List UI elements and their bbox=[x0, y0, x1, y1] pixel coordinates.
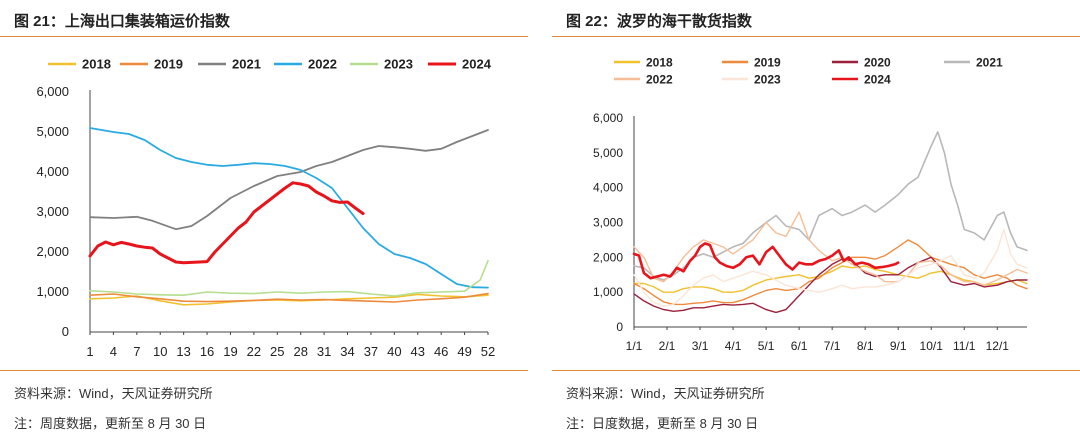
chart-panel-baltic-dry: 图 22：波罗的海干散货指数 0 1,000 2,000 3,000 4,000 5,00… bbox=[552, 0, 1080, 437]
series-line-2019 bbox=[89, 292, 489, 303]
series-line-2019 bbox=[633, 239, 1028, 306]
x-tick-label: 46 bbox=[434, 344, 448, 359]
legend-label-2021: 2021 bbox=[976, 56, 1003, 70]
legend-label-2024: 2024 bbox=[462, 57, 492, 72]
x-tick-label: 49 bbox=[457, 344, 471, 359]
series-line-2022 bbox=[89, 127, 489, 289]
x-tick-label: 11/1 bbox=[953, 339, 976, 353]
y-tick-label: 6,000 bbox=[36, 84, 69, 99]
x-tick-label: 16 bbox=[200, 344, 214, 359]
y-tick-label: 3,000 bbox=[593, 216, 623, 230]
baltic-dry-chart: 0 1,000 2,000 3,000 4,000 5,000 6,000 1/1 2/1 3/1… bbox=[593, 56, 1028, 353]
y-tick-label: 6,000 bbox=[593, 111, 623, 125]
x-tick-label: 43 bbox=[411, 344, 425, 359]
chart-title: 图 22：波罗的海干散货指数 bbox=[566, 13, 752, 30]
y-tick-label: 4,000 bbox=[593, 181, 623, 195]
series-line-2018 bbox=[633, 265, 1028, 293]
chart-panel-container-freight: 图 21：上海出口集装箱运价指数 0 1,000 2,000 3,000 4,000 5,… bbox=[0, 0, 528, 437]
x-tick-label: 19 bbox=[223, 344, 237, 359]
x-tick-label: 28 bbox=[293, 344, 307, 359]
y-tick-label: 4,000 bbox=[36, 164, 69, 179]
legend-label-2019: 2019 bbox=[154, 57, 183, 72]
x-tick-label: 4/1 bbox=[725, 339, 742, 353]
series-line-2023 bbox=[89, 260, 489, 297]
x-tick-label: 5/1 bbox=[758, 339, 775, 353]
source-divider bbox=[0, 370, 528, 371]
source-divider bbox=[552, 370, 1080, 371]
chart-title: 图 21：上海出口集装箱运价指数 bbox=[14, 13, 230, 30]
x-tick-label: 52 bbox=[481, 344, 495, 359]
y-tick-label: 0 bbox=[616, 320, 623, 334]
title-divider bbox=[0, 36, 528, 37]
y-tick-label: 1,000 bbox=[593, 285, 623, 299]
x-tick-label: 12/1 bbox=[986, 339, 1010, 353]
x-tick-label: 31 bbox=[317, 344, 331, 359]
y-tick-label: 1,000 bbox=[36, 284, 69, 299]
container-freight-chart: 0 1,000 2,000 3,000 4,000 5,000 6,000 1 4 7 10 13 16… bbox=[36, 57, 495, 360]
x-tick-label: 10 bbox=[153, 344, 167, 359]
x-tick-label: 7 bbox=[133, 344, 140, 359]
x-tick-label: 7/1 bbox=[824, 339, 841, 353]
title-divider bbox=[552, 36, 1080, 37]
source-text: 资料来源：Wind，天风证券研究所 bbox=[14, 386, 213, 401]
x-tick-label: 8/1 bbox=[857, 339, 874, 353]
legend-label-2023: 2023 bbox=[384, 57, 413, 72]
x-tick-label: 4 bbox=[110, 344, 117, 359]
x-tick-label: 3/1 bbox=[692, 339, 709, 353]
legend-label-2018: 2018 bbox=[646, 56, 673, 70]
legend-label-2022: 2022 bbox=[308, 57, 337, 72]
y-tick-label: 3,000 bbox=[36, 204, 69, 219]
legend-label-2023: 2023 bbox=[754, 73, 781, 87]
legend-label-2018: 2018 bbox=[82, 57, 111, 72]
legend-label-2021: 2021 bbox=[232, 57, 261, 72]
series-line-2023 bbox=[633, 228, 1028, 307]
series-line-2021 bbox=[633, 131, 1028, 281]
series-line-2024 bbox=[632, 242, 900, 280]
y-tick-label: 2,000 bbox=[36, 244, 69, 259]
source-text: 资料来源：Wind，天风证券研究所 bbox=[566, 386, 765, 401]
x-tick-label: 10/1 bbox=[920, 339, 944, 353]
x-tick-label: 13 bbox=[176, 344, 190, 359]
x-tick-label: 25 bbox=[270, 344, 284, 359]
note-text: 注：日度数据，更新至 8 月 30 日 bbox=[566, 416, 759, 431]
series-line-2020 bbox=[633, 256, 1028, 314]
legend-label-2024: 2024 bbox=[864, 73, 891, 87]
x-tick-label: 9/1 bbox=[890, 339, 907, 353]
x-tick-label: 22 bbox=[247, 344, 261, 359]
x-tick-label: 6/1 bbox=[791, 339, 808, 353]
x-tick-label: 34 bbox=[340, 344, 354, 359]
legend-label-2019: 2019 bbox=[754, 56, 781, 70]
y-tick-label: 0 bbox=[62, 324, 69, 339]
x-tick-label: 1/1 bbox=[626, 339, 643, 353]
series-line-2022 bbox=[633, 211, 1028, 286]
x-tick-label: 2/1 bbox=[659, 339, 676, 353]
series-line-2024 bbox=[88, 181, 365, 265]
y-tick-label: 5,000 bbox=[36, 124, 69, 139]
y-tick-label: 2,000 bbox=[593, 250, 623, 264]
series-line-2021 bbox=[89, 129, 489, 231]
x-tick-label: 40 bbox=[387, 344, 401, 359]
y-tick-label: 5,000 bbox=[593, 146, 623, 160]
legend-label-2022: 2022 bbox=[646, 73, 673, 87]
x-tick-label: 37 bbox=[364, 344, 378, 359]
x-tick-label: 1 bbox=[86, 344, 93, 359]
legend-label-2020: 2020 bbox=[864, 56, 891, 70]
note-text: 注：周度数据，更新至 8 月 30 日 bbox=[14, 416, 207, 431]
